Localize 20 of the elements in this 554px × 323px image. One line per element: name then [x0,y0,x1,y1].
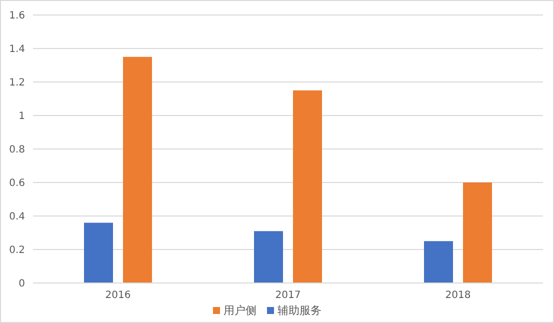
y-tick-label: 0.2 [9,245,25,256]
bar [424,241,453,283]
bar [84,222,113,283]
y-tick-label: 1.4 [9,44,25,56]
legend-label: 用户侧 [224,304,256,317]
legend-label: 辅助服务 [278,304,322,317]
x-tick-label: 2016 [105,290,131,302]
y-tick-label: 0.4 [9,212,25,223]
bar [254,231,283,283]
y-tick-label: 1.2 [9,78,25,89]
y-tick-label: 0.8 [9,144,25,156]
x-tick-label: 2017 [275,290,301,302]
x-tick-label: 2018 [445,290,471,302]
bar [463,182,492,283]
y-tick-label: 0.6 [9,178,25,190]
y-tick-label: 1 [18,111,25,122]
bar [293,90,322,283]
bar [123,56,152,283]
y-tick-label: 1.6 [9,10,25,22]
y-tick-label: 0 [18,278,25,290]
